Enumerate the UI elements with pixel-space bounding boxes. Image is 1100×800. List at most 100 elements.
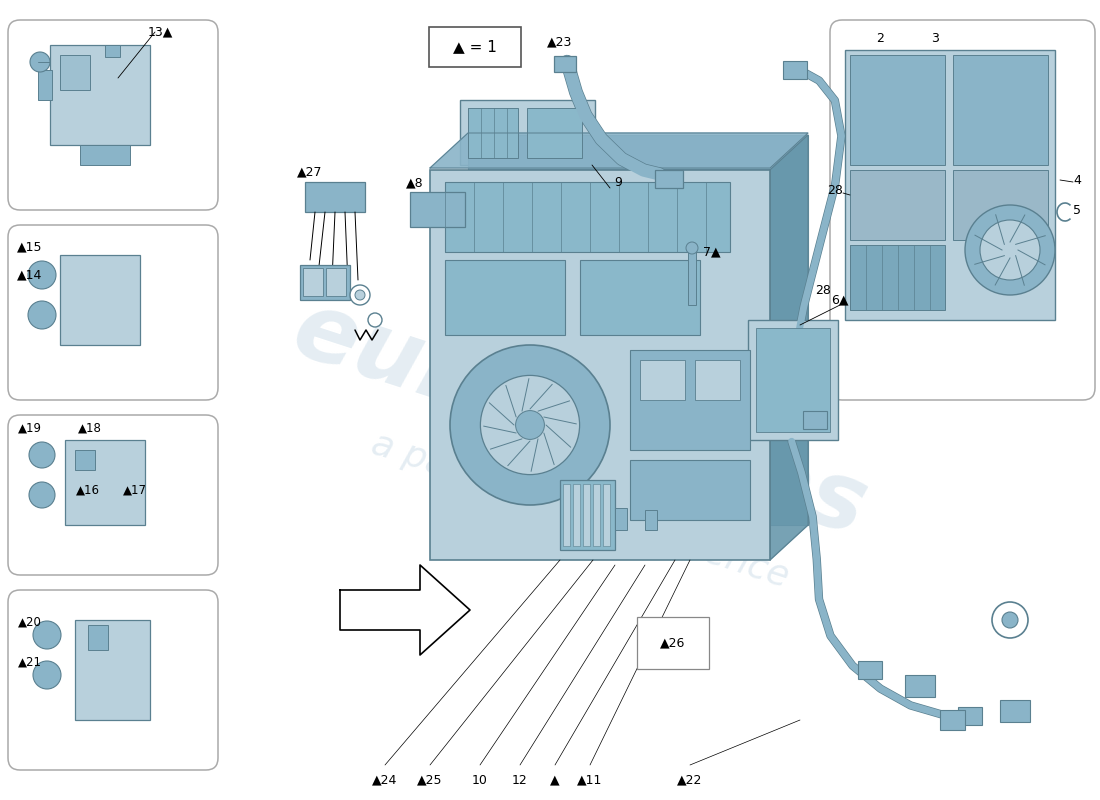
Text: 12: 12	[513, 774, 528, 786]
Text: ▲8: ▲8	[406, 177, 424, 190]
Circle shape	[28, 301, 56, 329]
Circle shape	[450, 345, 610, 505]
Bar	[645, 510, 657, 530]
Bar	[527, 108, 582, 158]
Circle shape	[368, 313, 382, 327]
FancyBboxPatch shape	[830, 20, 1094, 400]
Bar	[756, 328, 830, 432]
Bar	[446, 260, 565, 335]
Bar	[326, 268, 346, 296]
Bar	[953, 55, 1048, 165]
Bar	[104, 45, 120, 57]
Bar	[410, 192, 465, 227]
Bar	[905, 675, 935, 697]
Bar	[688, 250, 696, 305]
Circle shape	[965, 205, 1055, 295]
Bar	[583, 484, 590, 546]
Bar	[50, 45, 150, 145]
Bar	[958, 707, 982, 725]
Text: ▲26: ▲26	[660, 637, 685, 650]
Bar	[640, 360, 685, 400]
Text: 9: 9	[614, 175, 622, 189]
FancyBboxPatch shape	[8, 225, 218, 400]
Circle shape	[33, 621, 60, 649]
Bar	[603, 484, 611, 546]
Text: ▲22: ▲22	[678, 774, 703, 786]
Text: 4: 4	[1074, 174, 1081, 186]
Bar	[80, 145, 130, 165]
Polygon shape	[430, 133, 808, 168]
Text: ▲20: ▲20	[18, 615, 42, 629]
Bar	[783, 61, 807, 79]
FancyBboxPatch shape	[429, 27, 521, 67]
Bar	[468, 108, 518, 158]
Text: ▲15: ▲15	[18, 241, 43, 254]
Bar	[850, 55, 945, 165]
Text: 5: 5	[1072, 203, 1081, 217]
Text: 28: 28	[815, 283, 830, 297]
Text: 3: 3	[931, 31, 939, 45]
Text: ▲ = 1: ▲ = 1	[453, 39, 497, 54]
Polygon shape	[340, 565, 470, 655]
Bar	[300, 265, 350, 300]
Circle shape	[516, 410, 544, 439]
Bar	[75, 620, 150, 720]
Text: 7▲: 7▲	[703, 246, 720, 258]
Bar	[748, 320, 838, 440]
Bar	[560, 480, 615, 550]
Text: ▲24: ▲24	[372, 774, 398, 786]
Text: ▲18: ▲18	[78, 422, 102, 434]
Text: 6▲: 6▲	[832, 294, 849, 306]
Bar	[953, 170, 1048, 240]
Bar	[65, 440, 145, 525]
Text: ▲: ▲	[550, 774, 560, 786]
FancyBboxPatch shape	[8, 590, 218, 770]
Text: a passion for excellence: a passion for excellence	[367, 426, 793, 594]
Text: ▲19: ▲19	[18, 422, 42, 434]
Text: ▲23: ▲23	[548, 35, 573, 49]
Bar	[615, 508, 627, 530]
Circle shape	[350, 285, 370, 305]
Text: 10: 10	[472, 774, 488, 786]
Bar	[88, 625, 108, 650]
Bar	[75, 450, 95, 470]
Bar	[850, 170, 945, 240]
Bar	[563, 484, 570, 546]
Bar	[39, 70, 52, 100]
Bar	[554, 56, 576, 72]
Bar	[460, 100, 595, 165]
Text: 28: 28	[827, 183, 843, 197]
Bar	[940, 710, 965, 730]
Circle shape	[29, 482, 55, 508]
Bar	[446, 182, 730, 252]
Bar	[60, 55, 90, 90]
Text: ▲16: ▲16	[76, 483, 100, 497]
Circle shape	[30, 52, 50, 72]
Bar	[803, 411, 827, 429]
Text: ▲17: ▲17	[123, 483, 147, 497]
Circle shape	[1002, 612, 1018, 628]
Bar	[573, 484, 580, 546]
Bar	[580, 260, 700, 335]
Text: ▲11: ▲11	[578, 774, 603, 786]
Bar	[302, 268, 323, 296]
Bar	[430, 170, 770, 560]
Circle shape	[481, 375, 580, 474]
Bar	[593, 484, 600, 546]
Text: ▲25: ▲25	[417, 774, 442, 786]
Circle shape	[992, 602, 1028, 638]
Bar	[850, 245, 945, 310]
Text: eurospares: eurospares	[282, 284, 878, 556]
Circle shape	[355, 290, 365, 300]
Bar	[60, 255, 140, 345]
Bar	[468, 135, 808, 525]
Text: ▲21: ▲21	[18, 655, 42, 669]
Circle shape	[686, 242, 698, 254]
Text: 2: 2	[876, 31, 884, 45]
Bar	[630, 460, 750, 520]
Bar	[858, 661, 882, 679]
FancyBboxPatch shape	[637, 617, 710, 669]
Circle shape	[28, 261, 56, 289]
Text: ▲27: ▲27	[297, 166, 322, 178]
FancyBboxPatch shape	[8, 415, 218, 575]
